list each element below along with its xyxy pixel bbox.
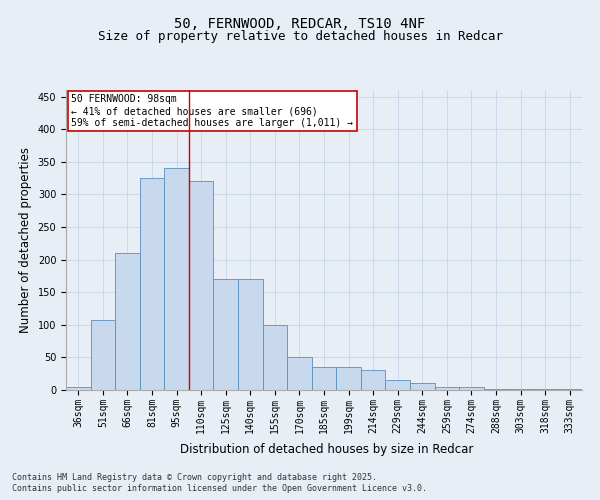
Bar [312,367,336,390]
Bar [385,380,410,390]
Bar [189,182,214,390]
Bar [361,370,385,390]
Bar [336,367,361,390]
Text: 50 FERNWOOD: 98sqm
← 41% of detached houses are smaller (696)
59% of semi-detach: 50 FERNWOOD: 98sqm ← 41% of detached hou… [71,94,353,128]
Bar [410,384,434,390]
Bar [287,358,312,390]
Text: Contains HM Land Registry data © Crown copyright and database right 2025.: Contains HM Land Registry data © Crown c… [12,472,377,482]
Text: Size of property relative to detached houses in Redcar: Size of property relative to detached ho… [97,30,503,43]
Text: Contains public sector information licensed under the Open Government Licence v3: Contains public sector information licen… [12,484,427,493]
Bar [238,279,263,390]
Bar [140,178,164,390]
Bar [263,325,287,390]
Text: 50, FERNWOOD, REDCAR, TS10 4NF: 50, FERNWOOD, REDCAR, TS10 4NF [175,18,425,32]
Bar [91,320,115,390]
Bar [66,386,91,390]
Bar [434,386,459,390]
Text: Distribution of detached houses by size in Redcar: Distribution of detached houses by size … [181,442,473,456]
Bar [459,386,484,390]
Bar [164,168,189,390]
Bar [484,388,508,390]
Bar [214,279,238,390]
Y-axis label: Number of detached properties: Number of detached properties [19,147,32,333]
Bar [115,253,140,390]
